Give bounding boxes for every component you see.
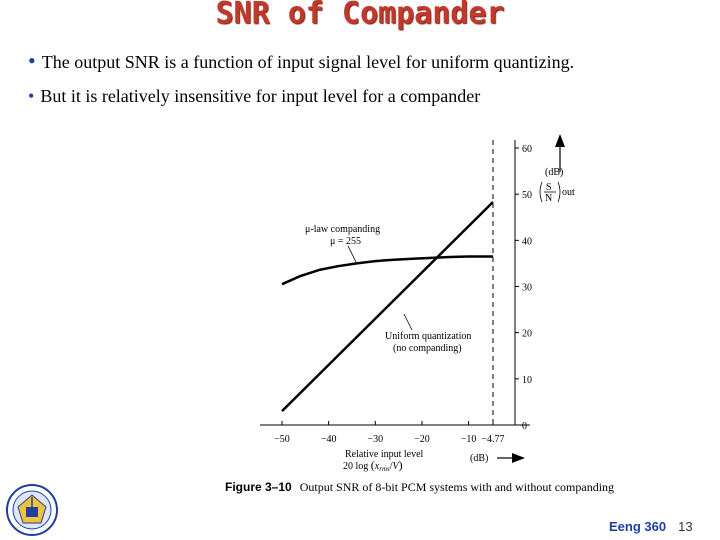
y-tick-label: 60 (522, 144, 532, 155)
svg-text:N: N (545, 193, 552, 204)
y-arrow-head (555, 134, 565, 147)
uniform-sub-label: (no companding) (393, 343, 462, 354)
x-axis-label: Relative input level (345, 449, 424, 460)
snr-symbol: S N out (539, 181, 575, 204)
caption-label: Figure 3–10 (225, 480, 292, 494)
university-logo (6, 484, 58, 536)
bullet-2: • But it is relatively insensitive for in… (28, 86, 480, 107)
mu-law-curve (281, 255, 493, 286)
slide-footer: Eeng 360 13 (609, 519, 693, 534)
bullet-dot: • (28, 86, 35, 106)
uniform-leader (403, 313, 413, 331)
chart-series (281, 201, 494, 412)
y-tick-label: 50 (522, 190, 532, 201)
course-name: Eeng 360 (609, 519, 667, 534)
x-unit-label: (dB) (470, 453, 488, 464)
bullet-dot: • (28, 48, 36, 73)
x-tick-label: −20 (414, 434, 430, 445)
y-tick-label: 10 (522, 375, 532, 386)
x-ticks: −50 −40 −30 −20 −10 −4.77 (274, 421, 505, 445)
x-tick-label: −50 (274, 434, 290, 445)
x-tick-label: −10 (461, 434, 477, 445)
svg-text:S: S (546, 182, 552, 193)
mu-law-label: μ-law companding (305, 224, 380, 235)
bullet-2-text: But it is relatively insensitive for inp… (40, 86, 481, 106)
y-unit-label: (dB) (545, 167, 563, 178)
chart-axes: −50 −40 −30 −20 −10 −4.77 0 10 20 30 40 50 60 (260, 134, 565, 463)
page-number: 13 (678, 519, 693, 534)
bullet-1: • The output SNR is a function of input s… (28, 48, 574, 74)
x-axis-formula: 20 log (xrms/V) (343, 458, 403, 473)
y-tick-label: 20 (522, 329, 532, 340)
y-ticks: 0 10 20 30 40 50 60 (515, 144, 532, 432)
bullet-1-text: The output SNR is a function of input si… (41, 52, 575, 72)
y-tick-label: 0 (522, 421, 527, 432)
y-tick-label: 40 (522, 236, 532, 247)
x-tick-label: −4.77 (481, 434, 504, 445)
mu-value-label: μ = 255 (330, 236, 361, 247)
y-tick-label: 30 (522, 283, 532, 294)
figure-caption: Figure 3–10 Output SNR of 8-bit PCM syste… (225, 480, 614, 495)
uniform-label: Uniform quantization (385, 331, 471, 342)
x-tick-label: −40 (321, 434, 337, 445)
slide-title: SNR of Compander (215, 0, 505, 31)
mu-law-leader (347, 245, 357, 263)
caption-text: Output SNR of 8-bit PCM systems with and… (299, 480, 615, 494)
svg-text:out: out (562, 187, 575, 198)
x-tick-label: −30 (367, 434, 383, 445)
x-arrow-head (512, 453, 525, 463)
uniform-quantization-line (281, 201, 494, 412)
